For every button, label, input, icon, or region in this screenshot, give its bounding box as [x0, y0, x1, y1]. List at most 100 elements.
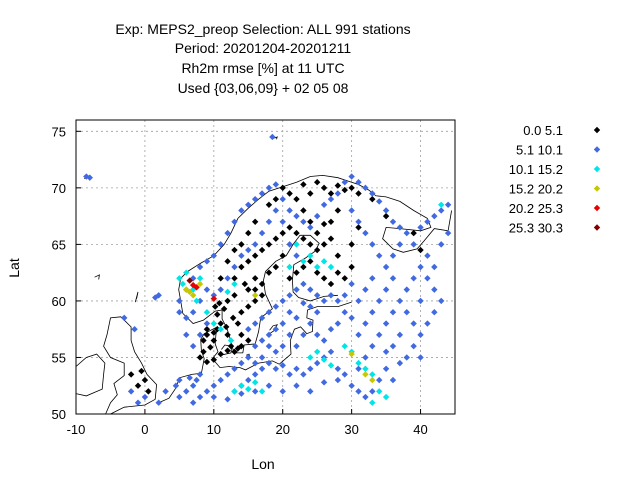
data-point: [269, 133, 276, 141]
data-point: [238, 309, 245, 316]
data-point: [245, 258, 252, 265]
data-point: [382, 320, 390, 327]
data-point: [224, 275, 231, 282]
data-point: [258, 314, 266, 322]
data-point: [327, 235, 335, 242]
data-point: [327, 348, 335, 356]
data-point: [307, 252, 314, 259]
data-point: [320, 297, 328, 305]
series-5: [186, 277, 193, 284]
data-point: [431, 309, 438, 316]
data-point: [362, 229, 369, 237]
data-point: [196, 297, 204, 305]
data-point: [224, 297, 231, 305]
data-point: [189, 342, 197, 350]
data-point: [241, 280, 249, 288]
data-point: [245, 303, 252, 310]
data-point: [334, 320, 342, 327]
data-point: [355, 388, 362, 395]
data-point: [279, 320, 286, 327]
data-point: [286, 275, 293, 282]
data-point: [251, 388, 259, 395]
data-point: [203, 286, 211, 293]
data-point: [279, 388, 286, 395]
data-point: [258, 388, 266, 395]
data-point: [403, 229, 410, 237]
data-point: [231, 263, 238, 271]
data-point: [231, 246, 238, 254]
data-point: [231, 365, 238, 372]
data-point: [183, 331, 190, 339]
data-point: [410, 241, 417, 248]
data-point: [327, 195, 335, 203]
data-point: [224, 371, 231, 378]
data-point: [444, 201, 452, 209]
data-point: [251, 379, 259, 386]
data-point: [362, 320, 369, 327]
data-point: [224, 396, 231, 403]
data-point: [293, 314, 300, 322]
data-point: [320, 258, 328, 265]
data-point: [341, 309, 348, 316]
data-point: [300, 258, 307, 265]
data-point: [438, 297, 445, 305]
data-point: [216, 299, 223, 307]
chart-title-line-4: Used {03,06,09} + 02 05 08: [178, 80, 349, 96]
data-point: [286, 292, 293, 299]
data-point: [403, 354, 410, 361]
data-point: [251, 286, 259, 293]
data-point: [179, 280, 187, 288]
data-point: [355, 365, 362, 372]
data-point: [286, 224, 293, 231]
data-point: [193, 376, 200, 384]
data-point: [300, 207, 307, 214]
data-point: [348, 280, 355, 288]
data-point: [438, 241, 445, 248]
data-point: [438, 201, 445, 209]
data-point: [258, 337, 266, 344]
data-point: [183, 314, 190, 322]
data-point: [286, 207, 293, 214]
data-point: [348, 314, 355, 322]
legend-label: 20.2 25.3: [509, 201, 563, 216]
data-point: [355, 297, 362, 305]
coastline: [274, 136, 278, 140]
data-point: [217, 325, 224, 333]
data-point: [203, 325, 211, 333]
data-point: [334, 207, 342, 214]
data-point: [279, 297, 286, 305]
data-point: [327, 218, 335, 225]
data-point: [334, 269, 342, 276]
data-point: [138, 367, 145, 375]
series-1: [83, 133, 452, 406]
data-point: [210, 292, 218, 299]
series-4: [189, 281, 218, 302]
data-point: [293, 286, 300, 293]
data-point: [245, 337, 252, 344]
data-point: [355, 331, 362, 339]
data-point: [403, 309, 410, 316]
data-point: [265, 309, 273, 316]
data-point: [348, 263, 355, 271]
data-point: [176, 393, 183, 401]
x-tick-label: 10: [207, 422, 221, 437]
legend-label: 25.3 30.3: [509, 221, 563, 236]
legend-marker: [593, 165, 601, 173]
data-point: [286, 241, 293, 248]
data-point: [389, 376, 397, 384]
data-point: [300, 263, 307, 271]
data-point: [224, 331, 231, 339]
data-point: [279, 252, 286, 259]
coastline: [134, 291, 139, 303]
data-point: [307, 320, 314, 327]
data-point: [196, 331, 204, 339]
data-point: [210, 320, 218, 327]
data-point: [193, 284, 200, 291]
data-point: [327, 325, 335, 333]
data-point: [145, 388, 152, 395]
data-point: [251, 292, 259, 299]
tick-labels: -10 0 10 20 30 40 50 55 60 65 70 75: [52, 124, 428, 437]
data-point: [320, 201, 328, 209]
data-point: [265, 241, 273, 248]
data-point: [251, 320, 259, 327]
